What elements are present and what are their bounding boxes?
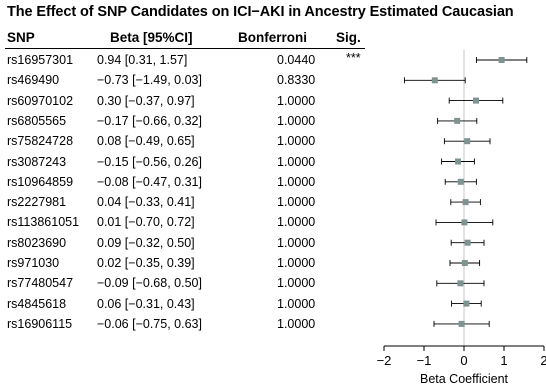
point-estimate [454, 117, 461, 124]
header-rule [5, 48, 365, 49]
column-header-snp: SNP [7, 30, 35, 45]
snp-cell: rs4845618 [7, 296, 67, 311]
bonferroni-cell: 1.0000 [277, 235, 316, 250]
beta-ci-cell: −0.17 [−0.66, 0.32] [97, 113, 202, 128]
snp-cell: rs8023690 [7, 235, 67, 250]
snp-cell: rs75824728 [7, 134, 74, 149]
snp-cell: rs113861051 [7, 215, 80, 230]
x-tick-label: −2 [377, 353, 392, 368]
snp-cell: rs16906115 [7, 316, 73, 331]
snp-cell: rs16957301 [7, 53, 74, 67]
beta-ci-cell: −0.09 [−0.68, 0.50] [97, 276, 202, 291]
column-header-sig: Sig. [336, 30, 361, 45]
beta-ci-cell: 0.06 [−0.31, 0.43] [97, 296, 195, 311]
bonferroni-cell: 1.0000 [277, 113, 316, 128]
bonferroni-cell: 1.0000 [277, 316, 316, 331]
point-estimate [463, 300, 470, 307]
beta-ci-cell: −0.73 [−1.49, 0.03] [97, 73, 202, 88]
point-estimate [457, 178, 464, 185]
bonferroni-cell: 1.0000 [277, 154, 316, 169]
point-estimate [473, 97, 479, 104]
bonferroni-cell: 1.0000 [277, 93, 316, 108]
snp-cell: rs6805565 [7, 113, 67, 128]
x-axis-label: Beta Coefficient [420, 372, 509, 386]
beta-ci-cell: −0.08 [−0.47, 0.31] [97, 174, 202, 189]
point-estimate [498, 57, 505, 63]
beta-ci-cell: −0.06 [−0.75, 0.63] [97, 316, 202, 331]
bonferroni-cell: 1.0000 [277, 296, 316, 311]
snp-cell: rs60970102 [7, 93, 74, 108]
beta-ci-cell: 0.01 [−0.70, 0.72] [97, 215, 195, 230]
snp-cell: rs2227981 [7, 195, 67, 210]
chart-title: The Effect of SNP Candidates on ICI−AKI … [7, 4, 514, 20]
beta-ci-cell: 0.02 [−0.35, 0.39] [97, 256, 195, 270]
point-estimate [464, 239, 471, 246]
point-estimate [462, 199, 469, 206]
bonferroni-cell: 1.0000 [277, 195, 316, 210]
bonferroni-cell: 0.8330 [277, 73, 316, 88]
point-estimate [458, 320, 465, 327]
point-estimate [461, 219, 468, 226]
beta-ci-cell: −0.15 [−0.56, 0.26] [97, 154, 202, 169]
bonferroni-cell: 1.0000 [277, 215, 316, 230]
point-estimate [431, 77, 438, 84]
point-estimate [464, 138, 471, 145]
bonferroni-cell: 1.0000 [277, 134, 316, 149]
beta-ci-cell: 0.08 [−0.49, 0.65] [97, 134, 195, 149]
beta-ci-cell: 0.04 [−0.33, 0.41] [97, 195, 195, 210]
beta-ci-cell: 0.30 [−0.37, 0.97] [97, 93, 195, 108]
bonferroni-cell: 0.0440 [277, 53, 316, 67]
point-estimate [455, 158, 461, 165]
x-tick-label: −1 [417, 353, 432, 368]
point-estimate [457, 280, 464, 287]
snp-cell: rs10964859 [7, 174, 74, 189]
column-header-bonferroni: Bonferroni [238, 30, 307, 45]
snp-cell: rs3087243 [7, 154, 67, 169]
significance-cell: *** [346, 51, 361, 65]
snp-cell: rs77480547 [7, 276, 74, 291]
point-estimate [461, 260, 468, 266]
bonferroni-cell: 1.0000 [277, 276, 316, 291]
snp-cell: rs971030 [7, 256, 60, 270]
x-tick-label: 2 [540, 353, 546, 368]
beta-ci-cell: 0.94 [0.31, 1.57] [97, 53, 188, 67]
snp-cell: rs469490 [7, 73, 60, 88]
beta-ci-cell: 0.09 [−0.32, 0.50] [97, 235, 195, 250]
column-header-beta: Beta [95%CI] [110, 30, 193, 45]
bonferroni-cell: 1.0000 [277, 256, 316, 270]
x-tick-label: 1 [500, 353, 507, 368]
bonferroni-cell: 1.0000 [277, 174, 316, 189]
x-tick-label: 0 [460, 353, 467, 368]
